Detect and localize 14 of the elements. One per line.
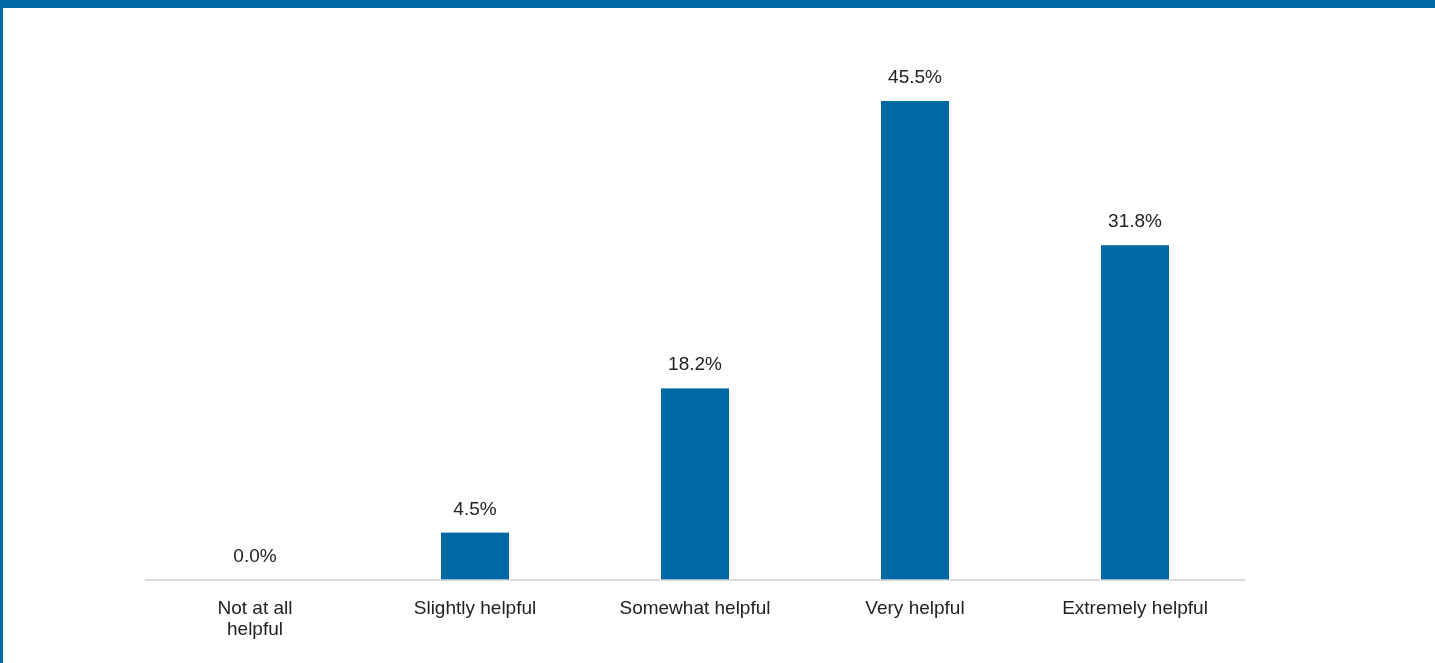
x-tick-label: Very helpful <box>865 597 965 618</box>
data-label: 18.2% <box>668 353 723 375</box>
bar <box>1101 245 1169 580</box>
x-tick-label: Slightly helpful <box>413 597 537 618</box>
data-label: 4.5% <box>453 497 497 519</box>
x-tick-label: Somewhat helpful <box>619 597 771 618</box>
bar <box>881 101 949 580</box>
bar <box>441 532 509 580</box>
x-tick-label: Not at all helpful <box>217 597 293 639</box>
bar <box>661 388 729 580</box>
data-label: 45.5% <box>888 66 943 87</box>
data-label: 31.8% <box>1108 210 1163 232</box>
data-label: 0.0% <box>233 545 277 566</box>
x-tick-label: Extremely helpful <box>1062 597 1208 618</box>
